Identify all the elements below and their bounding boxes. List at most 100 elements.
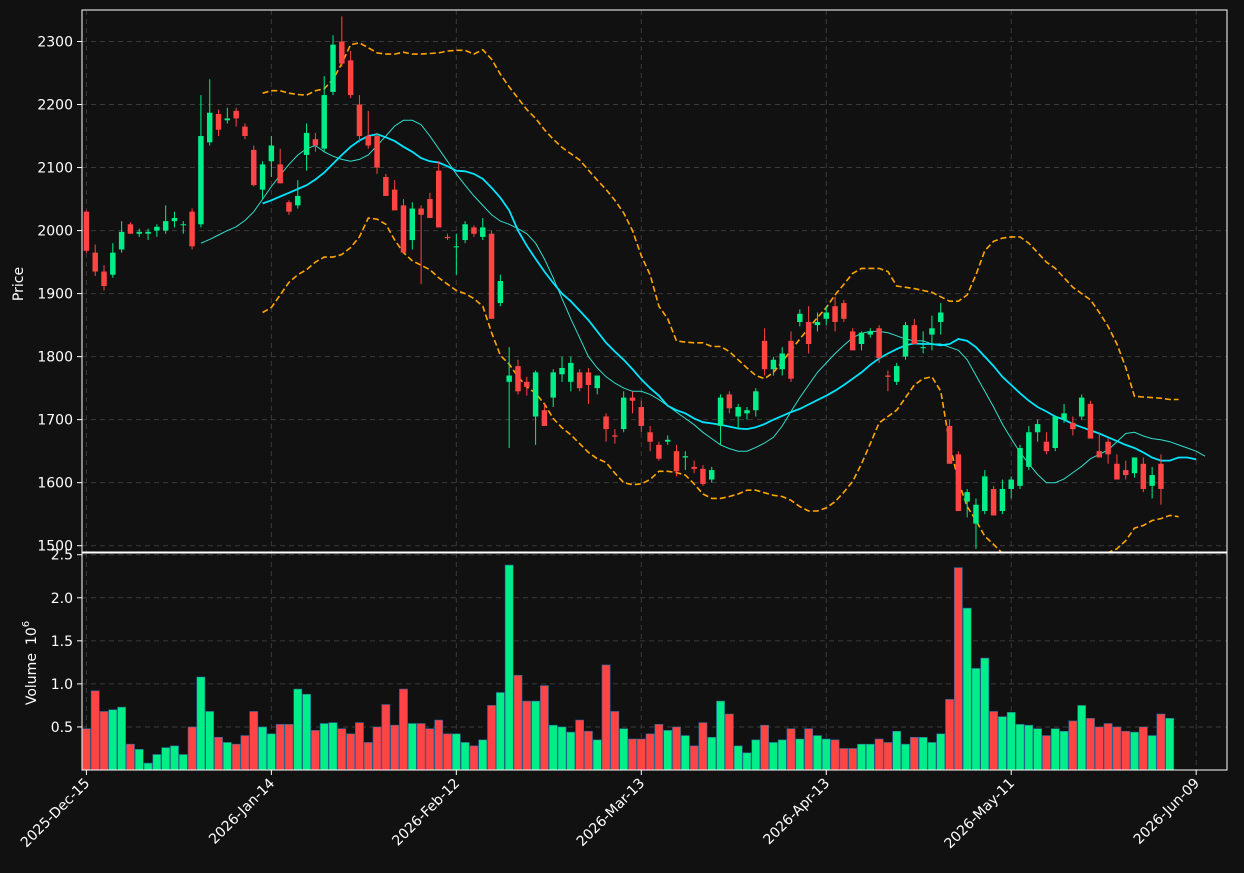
candle-body [876,328,882,358]
candle-body [506,375,512,382]
candle-body [198,136,204,225]
candle-body [488,233,495,319]
candle-body [339,41,345,64]
volume-bar [742,752,752,770]
volume-bar [337,728,347,770]
candle-body [374,136,380,168]
candle-body [673,451,680,472]
volume-bar [865,743,875,770]
candle-body [964,492,970,502]
volume-bar [399,688,408,770]
volume-bar [707,736,717,770]
candle-body [761,340,768,370]
volume-unit-exponent: 6 [21,621,32,627]
volume-bar [601,664,611,770]
volume-bar [1059,730,1069,770]
volume-tick-label: 2.0 [51,591,73,607]
volume-bar [1121,730,1131,770]
candle-body [242,126,248,137]
candle-body [251,149,257,186]
candle-body [1043,441,1050,452]
volume-panel: 0.5 1.0 1.5 2.0 2.5 [51,548,1228,771]
price-tick-label: 1500 [37,539,73,555]
candle-body [550,372,556,398]
volume-bar [1077,705,1087,770]
candle-body [145,231,151,234]
candle-body [902,325,909,357]
candle-body [312,139,319,146]
volume-bar [117,706,126,770]
volume-bar [557,726,567,770]
candle-body [409,208,416,241]
volume-bar [628,738,637,770]
candle-body [664,439,671,442]
price-tick-label: 2300 [37,35,73,51]
candle-body [259,164,266,190]
candle-body [1017,448,1023,486]
candle-body [841,303,847,319]
candle-body [383,177,389,196]
candle-body [171,217,178,222]
volume-bar [636,738,646,770]
candle-body [576,372,583,389]
volume-bar [725,713,734,770]
volume-bar [1094,726,1104,770]
volume-bar [645,733,655,770]
price-tick-label: 2100 [37,161,73,177]
volume-axis-title: Volume [24,653,40,705]
volume-bar [566,731,576,770]
candle-body [1070,422,1076,430]
price-tick-label: 1700 [37,413,73,429]
candle-body [215,113,222,130]
candle-body [893,366,900,382]
volume-bar [134,749,144,770]
candle-body [1122,470,1129,476]
volume-bar [170,745,179,770]
candle-body [656,444,662,459]
candle-body [982,476,988,512]
volume-bar [522,700,532,770]
volume-bar [777,739,787,770]
volume-bar [222,742,232,770]
candle-body [990,488,997,516]
candle-body [814,321,821,326]
volume-bar [804,728,813,770]
volume-bar [372,726,382,770]
volume-bar [451,733,461,770]
volume-bar [989,711,998,770]
volume-bar [672,726,681,770]
candle-body [206,112,213,143]
price-tick-label: 2200 [37,98,73,114]
candle-body [717,397,724,426]
candle-body [400,205,407,253]
overlay-lines [200,41,1206,552]
volume-bar [108,709,118,770]
volume-axis-label: Volume 106 [21,621,40,705]
volume-bar [1103,723,1113,770]
candle-body [832,306,838,322]
volume-bar [857,743,866,770]
volume-bar [469,745,479,770]
candle-body [955,454,962,512]
candle-body [180,224,187,226]
volume-bar [381,704,391,770]
sma-slow-line [262,133,1197,462]
volume-bar [848,748,858,770]
volume-bar [205,711,215,770]
volume-bar [795,738,805,770]
volume-bar [249,711,259,770]
volume-bar [513,674,523,770]
price-axis-label: Price [11,267,27,301]
candle-body [356,104,363,137]
volume-bar [1138,726,1148,770]
candle-body [462,224,468,241]
candle-body [849,331,856,351]
candle-body [753,391,759,411]
candle-body [929,328,935,335]
candle-body [541,410,548,426]
candle-body [233,110,239,119]
volume-bar [1112,726,1122,770]
volume-bar [240,735,250,770]
candle-body [594,375,600,389]
